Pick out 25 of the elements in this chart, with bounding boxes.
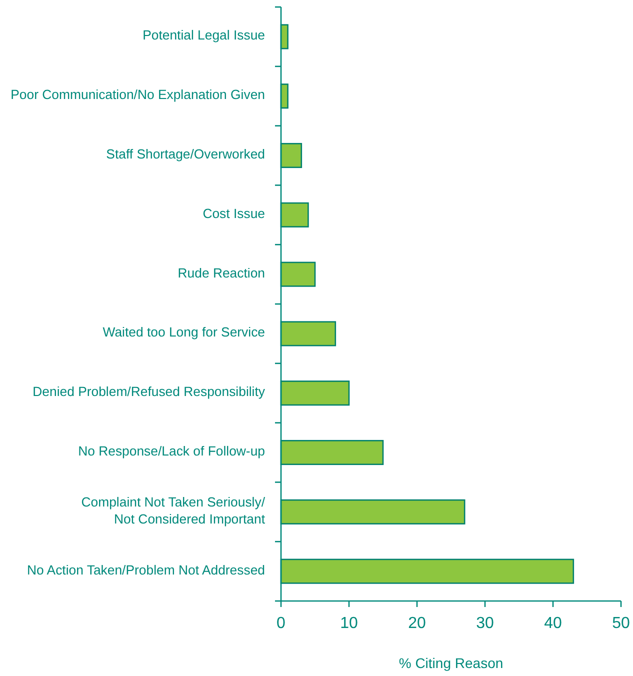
x-tick-label: 30 <box>476 615 494 632</box>
bar <box>280 440 384 466</box>
y-tick-label: Denied Problem/Refused Responsibility <box>32 384 266 400</box>
y-tick-label: Complaint Not Taken Seriously/ Not Considered Important <box>81 494 266 527</box>
bar <box>280 142 302 168</box>
bar <box>280 558 574 584</box>
y-tick-label: Staff Shortage/Overworked <box>106 146 265 162</box>
y-tick-label: No Action Taken/Problem Not Addressed <box>27 562 265 578</box>
x-tick-label: 50 <box>612 615 630 632</box>
x-tick-label: 10 <box>340 615 358 632</box>
x-axis-title: % Citing Reason <box>398 655 504 671</box>
y-tick-label: Cost Issue <box>202 206 265 222</box>
y-tick-label: Rude Reaction <box>178 266 265 281</box>
y-tick-label: No Response/Lack of Follow-up <box>78 444 265 459</box>
bar <box>280 499 466 524</box>
y-tick-label: Waited too Long for Service <box>102 325 265 340</box>
bar <box>280 380 350 406</box>
x-tick-label: 20 <box>408 615 426 632</box>
y-tick-label: Potential Legal Issue <box>142 28 265 44</box>
bar <box>280 202 309 228</box>
x-tick-label: 40 <box>544 615 562 632</box>
x-tick-label: 0 <box>276 615 286 632</box>
y-tick-label: Poor Communication/No Explanation Given <box>10 88 265 103</box>
bar <box>280 321 336 346</box>
bar <box>280 262 316 287</box>
